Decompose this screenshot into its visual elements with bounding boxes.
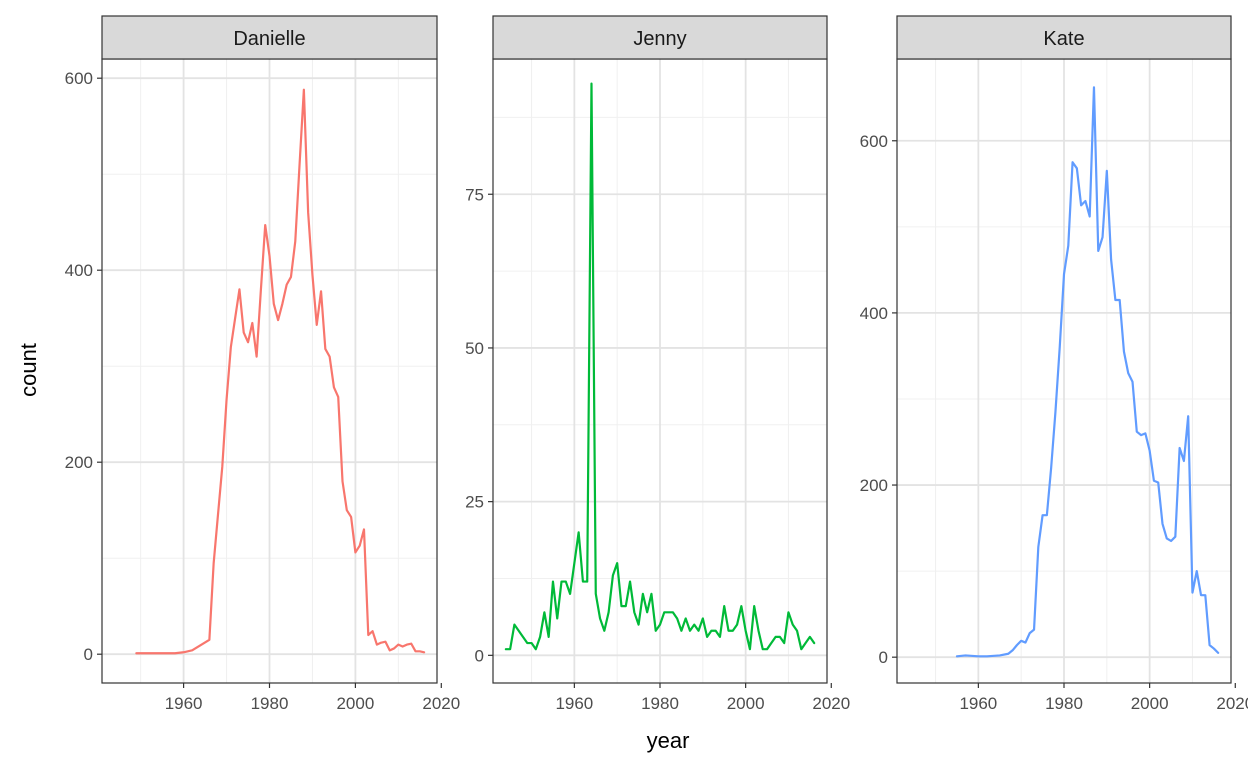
x-tick-label: 1980 bbox=[251, 694, 289, 713]
x-tick-label: 2020 bbox=[422, 694, 460, 713]
x-tick-label: 2000 bbox=[336, 694, 374, 713]
x-tick-label: 2020 bbox=[812, 694, 850, 713]
y-tick-label: 75 bbox=[465, 185, 484, 204]
x-axis-title: year bbox=[647, 728, 690, 753]
y-tick-label: 0 bbox=[879, 648, 888, 667]
facet-strip bbox=[492, 15, 828, 60]
y-tick-label: 25 bbox=[465, 493, 484, 512]
series-line-jenny bbox=[504, 82, 816, 651]
y-tick-label: 200 bbox=[65, 453, 93, 472]
facet-strip-label: Jenny bbox=[633, 28, 686, 50]
x-tick-label: 1980 bbox=[641, 694, 679, 713]
series-line-kate bbox=[955, 86, 1220, 658]
y-axis-title: count bbox=[16, 343, 41, 397]
y-tick-label: 400 bbox=[65, 261, 93, 280]
x-tick-label: 1960 bbox=[959, 694, 997, 713]
x-tick-label: 2000 bbox=[727, 694, 765, 713]
x-tick-label: 1960 bbox=[555, 694, 593, 713]
y-tick-label: 0 bbox=[475, 646, 484, 665]
x-tick-label: 1980 bbox=[1045, 694, 1083, 713]
y-tick-label: 0 bbox=[84, 645, 93, 664]
facet-panel-kate: Kate 0 200 400 600 1960 1980 2000 2020 bbox=[860, 15, 1248, 713]
y-tick-label: 400 bbox=[860, 304, 888, 323]
facet-strip-label: Danielle bbox=[233, 28, 305, 50]
y-tick-label: 600 bbox=[860, 132, 888, 151]
facet-panel-jenny: Jenny 0 25 50 75 1960 1980 2000 2020 bbox=[465, 15, 850, 713]
x-tick-label: 2000 bbox=[1131, 694, 1169, 713]
y-tick-label: 200 bbox=[860, 476, 888, 495]
facet-strip bbox=[896, 15, 1232, 60]
x-tick-label: 2020 bbox=[1216, 694, 1248, 713]
facet-panel-danielle: Danielle 0 200 400 600 1960 1980 2000 2020 bbox=[65, 15, 460, 713]
facet-strip-label: Kate bbox=[1043, 28, 1084, 50]
y-tick-label: 600 bbox=[65, 69, 93, 88]
series-line-danielle bbox=[135, 88, 426, 655]
x-tick-label: 1960 bbox=[165, 694, 203, 713]
facet-strip bbox=[101, 15, 438, 60]
y-tick-label: 50 bbox=[465, 339, 484, 358]
